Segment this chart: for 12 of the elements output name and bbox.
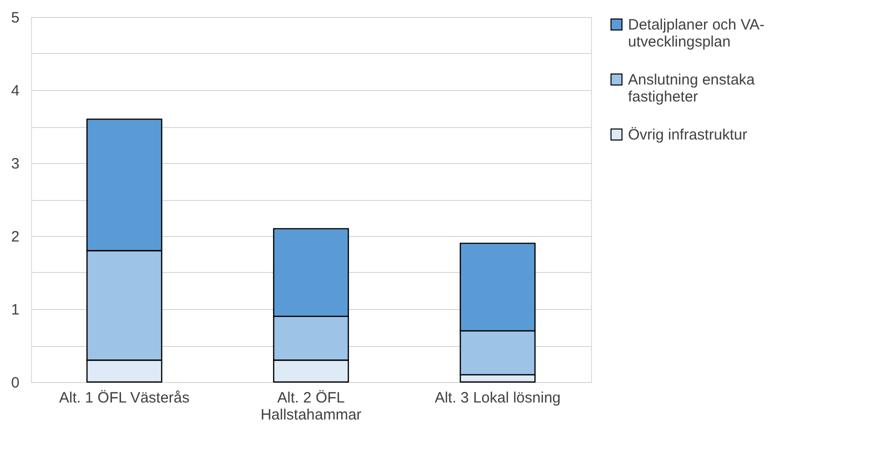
legend-label: Anslutning enstaka fastigheter: [628, 72, 756, 106]
x-tick-label: Alt. 2 ÖFL Hallstahammar: [260, 390, 362, 424]
y-tick-label: 2: [11, 228, 20, 246]
y-tick-label: 1: [11, 302, 20, 318]
y-tick-label: 3: [11, 156, 20, 172]
y-tick-label: 0: [11, 374, 20, 392]
x-tick-label: Alt. 3 Lokal lösning: [434, 390, 561, 406]
y-tick-label: 5: [11, 10, 20, 26]
legend-label: Detaljplaner och VA-utvecklingsplan: [628, 16, 764, 50]
y-tick-label: 4: [11, 82, 20, 100]
legend-label: Övrig infrastruktur: [628, 126, 748, 144]
x-tick-label: Alt. 1 ÖFL Västerås: [59, 390, 190, 406]
